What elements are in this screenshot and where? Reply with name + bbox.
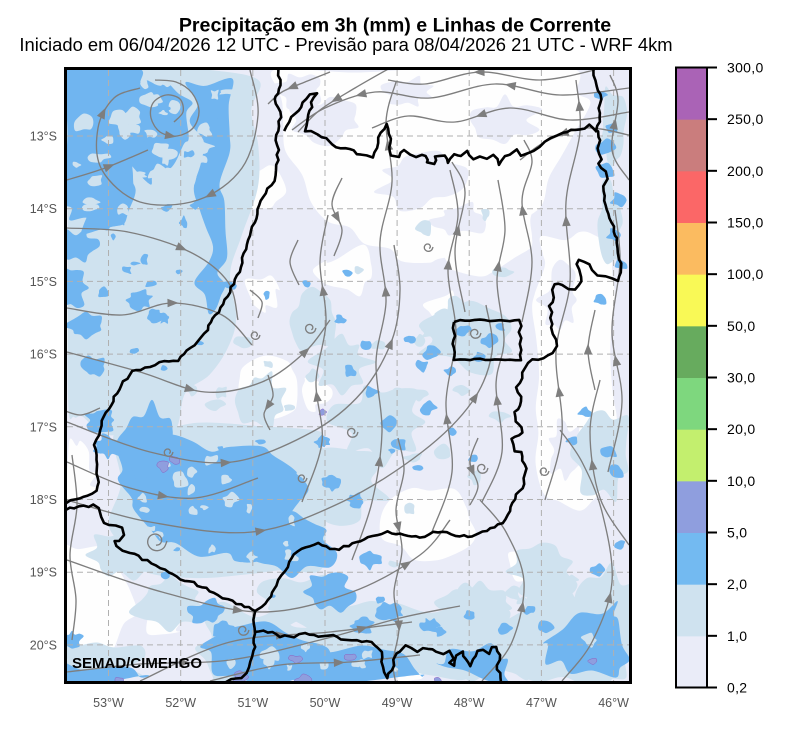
svg-text:48°W: 48°W — [454, 696, 485, 710]
svg-text:Iniciado em 06/04/2026 12 UTC: Iniciado em 06/04/2026 12 UTC - Previsão… — [19, 34, 672, 55]
svg-text:47°W: 47°W — [526, 696, 557, 710]
svg-text:46°W: 46°W — [598, 696, 629, 710]
svg-text:10,0: 10,0 — [727, 473, 755, 489]
svg-text:19°S: 19°S — [30, 566, 57, 580]
svg-text:18°S: 18°S — [30, 493, 57, 507]
svg-text:1,0: 1,0 — [727, 628, 747, 644]
svg-text:2,0: 2,0 — [727, 576, 747, 592]
svg-text:20,0: 20,0 — [727, 421, 755, 437]
svg-text:30,0: 30,0 — [727, 370, 755, 386]
svg-text:50°W: 50°W — [310, 696, 341, 710]
svg-text:Precipitação em 3h (mm) e Linh: Precipitação em 3h (mm) e Linhas de Corr… — [179, 15, 611, 37]
svg-text:0,2: 0,2 — [727, 680, 747, 696]
svg-text:50,0: 50,0 — [727, 318, 755, 334]
svg-text:100,0: 100,0 — [727, 266, 764, 282]
svg-text:300,0: 300,0 — [727, 60, 764, 76]
svg-text:5,0: 5,0 — [727, 525, 747, 541]
svg-text:20°S: 20°S — [30, 638, 57, 652]
svg-text:49°W: 49°W — [382, 696, 413, 710]
svg-text:150,0: 150,0 — [727, 215, 764, 231]
svg-text:SEMAD/CIMEHGO: SEMAD/CIMEHGO — [72, 655, 202, 672]
svg-text:14°S: 14°S — [30, 202, 57, 216]
svg-text:200,0: 200,0 — [727, 163, 764, 179]
svg-text:51°W: 51°W — [237, 696, 268, 710]
svg-text:53°W: 53°W — [93, 696, 124, 710]
svg-text:250,0: 250,0 — [727, 111, 764, 127]
svg-text:13°S: 13°S — [30, 130, 57, 144]
svg-text:52°W: 52°W — [165, 696, 196, 710]
svg-text:15°S: 15°S — [30, 275, 57, 289]
svg-text:16°S: 16°S — [30, 348, 57, 362]
svg-text:17°S: 17°S — [30, 420, 57, 434]
